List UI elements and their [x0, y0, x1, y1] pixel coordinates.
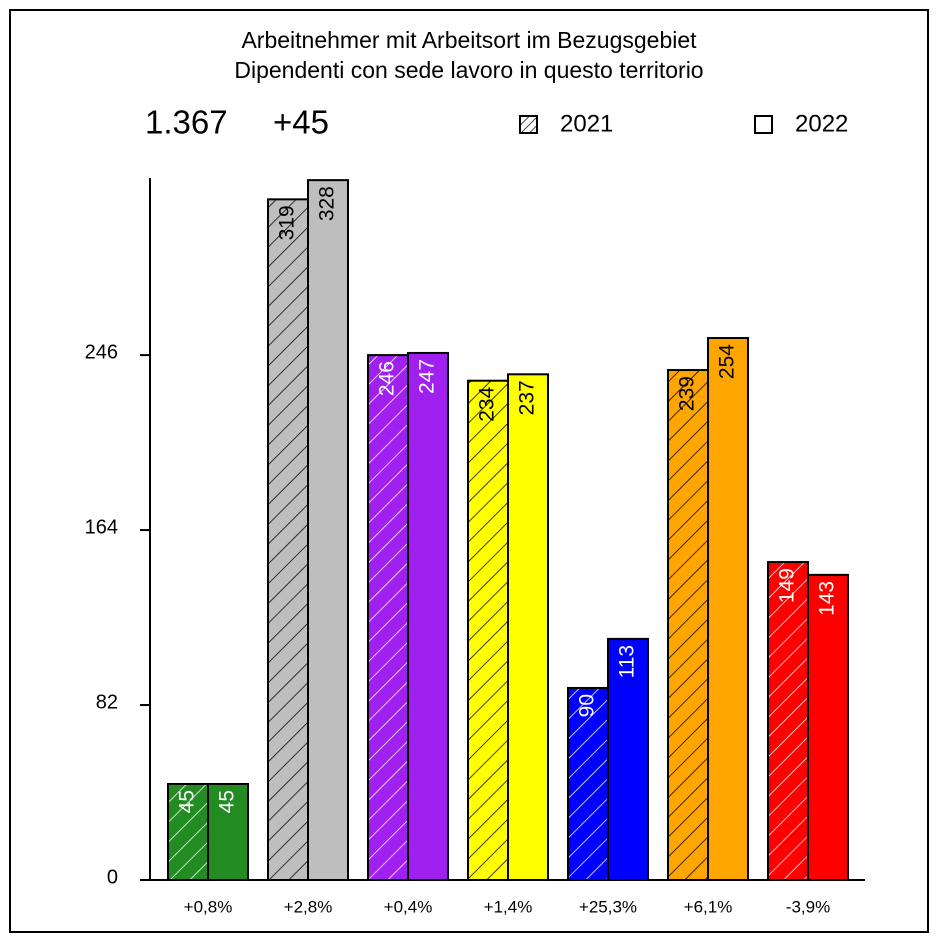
value-label: 149	[776, 568, 799, 603]
headline-total: 1.367	[145, 104, 228, 141]
value-label: 45	[216, 790, 239, 813]
chart-subtitle: Dipendenti con sede lavoro in questo ter…	[234, 57, 703, 83]
bar	[807, 573, 849, 881]
bar	[367, 354, 409, 882]
y-tick-label: 0	[107, 866, 118, 888]
value-label: 239	[676, 376, 699, 411]
y-tick-label: 164	[85, 516, 118, 538]
y-tick-label: 82	[96, 691, 118, 713]
bar	[767, 561, 809, 881]
value-label: 319	[276, 205, 299, 240]
value-label: 113	[616, 645, 639, 678]
bar	[267, 198, 309, 881]
value-label: 246	[376, 361, 399, 396]
legend-label: 2021	[560, 110, 613, 137]
legend-swatch	[519, 115, 538, 134]
bar	[667, 369, 709, 881]
value-label: 328	[316, 186, 339, 221]
bar	[467, 379, 509, 881]
value-label: 143	[816, 581, 839, 616]
x-tick-label: +1,4%	[484, 897, 533, 916]
x-tick-label: +0,4%	[384, 897, 433, 916]
value-label: 237	[516, 380, 539, 415]
value-label: 45	[176, 790, 199, 813]
bar	[307, 179, 349, 882]
headline-change: +45	[273, 104, 329, 141]
value-label: 254	[716, 344, 739, 379]
frame	[9, 9, 929, 933]
x-tick-label: +0,8%	[184, 897, 233, 916]
bar	[567, 686, 609, 881]
bar	[207, 782, 249, 881]
x-tick-label: +6,1%	[684, 897, 733, 916]
bar	[507, 373, 549, 881]
x-tick-label: -3,9%	[786, 897, 830, 916]
value-label: 247	[416, 359, 439, 394]
bar	[407, 351, 449, 881]
value-label: 234	[476, 386, 499, 421]
value-label: 90	[576, 694, 599, 717]
y-tick-label: 246	[85, 341, 118, 363]
x-tick-label: +25,3%	[579, 897, 637, 916]
bar	[607, 637, 649, 881]
bar	[707, 337, 749, 881]
legend-swatch	[754, 115, 773, 134]
chart-title: Arbeitnehmer mit Arbeitsort im Bezugsgeb…	[241, 27, 697, 53]
bar	[167, 782, 209, 881]
legend-label: 2022	[795, 110, 848, 137]
x-tick-label: +2,8%	[284, 897, 333, 916]
